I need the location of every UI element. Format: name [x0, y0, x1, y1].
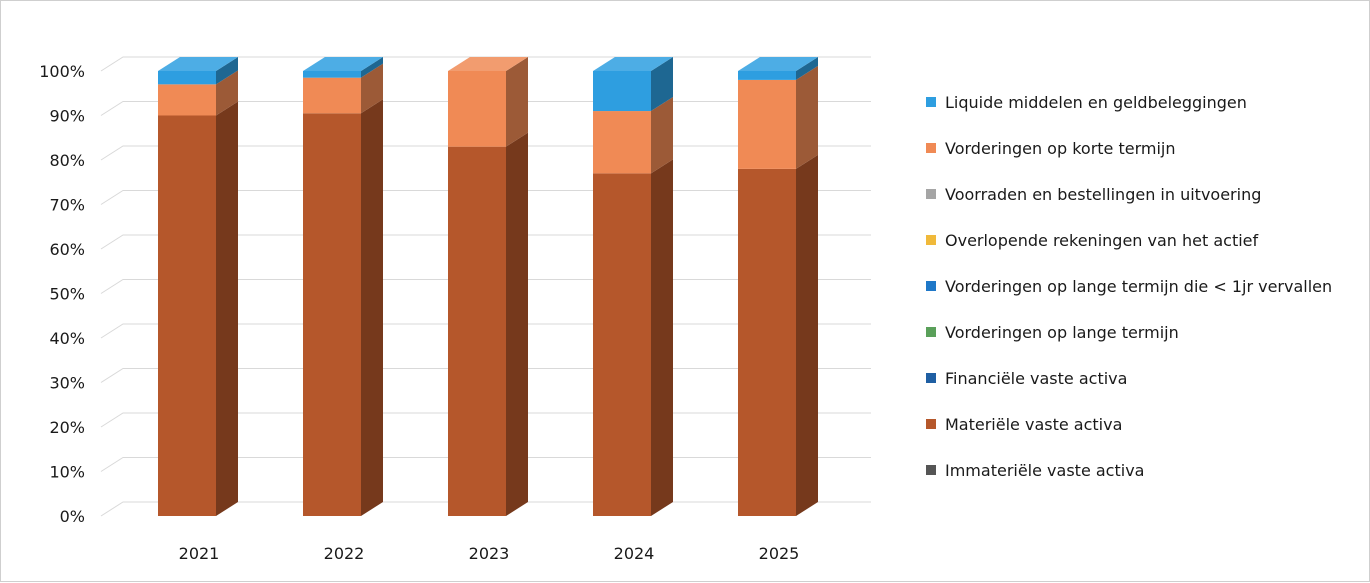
bar-segment — [303, 63, 383, 114]
legend-item: Materiële vaste activa — [926, 401, 1366, 447]
y-tick-label: 60% — [49, 240, 85, 259]
legend-item: Voorraden en bestellingen in uitvoering — [926, 171, 1366, 217]
legend-label: Vorderingen op korte termijn — [945, 138, 1176, 158]
bar-stack-2023 — [448, 57, 528, 516]
legend-swatch — [926, 373, 936, 383]
bar-stack-2021 — [158, 57, 238, 516]
legend-label: Liquide middelen en geldbeleggingen — [945, 92, 1247, 112]
bar-segment — [158, 70, 238, 116]
y-tick-label: 30% — [49, 374, 85, 393]
legend-label: Financiële vaste activa — [945, 368, 1128, 388]
legend-swatch — [926, 235, 936, 245]
legend-item: Liquide middelen en geldbeleggingen — [926, 79, 1366, 125]
legend-label: Vorderingen op lange termijn — [945, 322, 1179, 342]
x-category-label: 2024 — [614, 544, 655, 563]
legend-item: Vorderingen op korte termijn — [926, 125, 1366, 171]
y-tick-label: 70% — [49, 196, 85, 215]
x-category-label: 2022 — [324, 544, 365, 563]
y-tick-label: 100% — [39, 62, 85, 81]
legend-item: Overlopende rekeningen van het actief — [926, 217, 1366, 263]
bar-segment — [448, 57, 528, 147]
bar-segment — [158, 101, 238, 516]
legend-label: Overlopende rekeningen van het actief — [945, 230, 1259, 250]
legend-swatch — [926, 189, 936, 199]
x-category-label: 2023 — [469, 544, 510, 563]
y-tick-label: 50% — [49, 285, 85, 304]
bar-segment — [303, 57, 383, 78]
legend-label: Vorderingen op lange termijn die < 1jr v… — [945, 276, 1333, 296]
y-tick-label: 10% — [49, 463, 85, 482]
bar-segment — [738, 65, 818, 169]
bar-segment — [448, 132, 528, 516]
bar-segment — [158, 57, 238, 85]
x-category-label: 2021 — [179, 544, 220, 563]
bar-stack-2024 — [593, 57, 673, 516]
y-tick-label: 90% — [49, 107, 85, 126]
legend-swatch — [926, 281, 936, 291]
bar-stack-2025 — [738, 57, 818, 516]
legend-swatch — [926, 327, 936, 337]
y-tick-label: 80% — [49, 151, 85, 170]
y-tick-label: 40% — [49, 329, 85, 348]
bar-segment — [738, 154, 818, 516]
bars — [158, 57, 818, 517]
legend-swatch — [926, 419, 936, 429]
bar-segment — [593, 57, 673, 112]
legend-swatch — [926, 97, 936, 107]
bar-stack-2022 — [303, 57, 383, 517]
legend-item: Immateriële vaste activa — [926, 447, 1366, 493]
legend-label: Voorraden en bestellingen in uitvoering — [945, 184, 1262, 204]
legend-item: Financiële vaste activa — [926, 355, 1366, 401]
bar-segment — [593, 159, 673, 516]
legend-label: Immateriële vaste activa — [945, 460, 1145, 480]
bar-segment — [738, 57, 818, 80]
x-axis-category-labels: 2021 2022 2023 2024 2025 — [179, 544, 800, 563]
bar-segment — [303, 99, 383, 517]
legend-swatch — [926, 143, 936, 153]
y-tick-label: 20% — [49, 418, 85, 437]
legend: Liquide middelen en geldbeleggingen Vorde… — [926, 79, 1366, 493]
x-category-label: 2025 — [759, 544, 800, 563]
legend-item: Vorderingen op lange termijn die < 1jr v… — [926, 263, 1366, 309]
legend-swatch — [926, 465, 936, 475]
legend-label: Materiële vaste activa — [945, 414, 1123, 434]
y-axis-tick-labels: 0% 10% 20% 30% 40% 50% 60% 70% 80% 90% 100% — [39, 62, 85, 526]
y-tick-label: 0% — [60, 507, 85, 526]
legend-item: Vorderingen op lange termijn — [926, 309, 1366, 355]
bar-segment — [593, 97, 673, 174]
